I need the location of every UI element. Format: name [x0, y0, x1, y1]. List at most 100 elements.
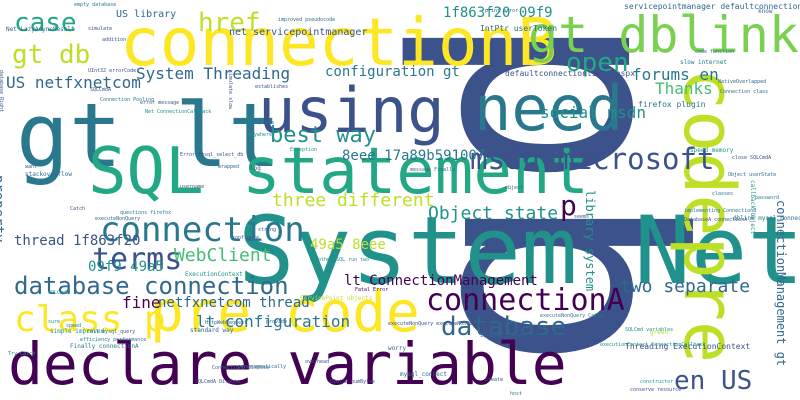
- word-intptr-usertoken: IntPtr userToken: [480, 24, 558, 33]
- word-constructor: constructor: [640, 379, 674, 385]
- word-close-sqlcmda: close SQLCmdA: [732, 155, 772, 161]
- word-uint32-errorcode: UInt32 errorCode: [88, 68, 137, 74]
- word-case: case: [14, 8, 77, 38]
- word-threading-executioncontext: Threading ExecutionContext: [625, 342, 751, 351]
- word-defaultconnectionlimit-aspx: defaultconnectionlimit aspx: [505, 69, 636, 78]
- word-error-mysql-select-db: Error mysql_select_db: [180, 152, 244, 158]
- word-configure: configure: [232, 235, 260, 241]
- word-simulate: simulate: [88, 26, 113, 32]
- word-slow-internet: slow internet: [680, 59, 727, 66]
- word-simulate-slow: simulate slow: [227, 70, 233, 110]
- word-net-servicepointmanager: net servicepointmanager: [229, 27, 368, 38]
- word-worry: worry: [388, 345, 407, 352]
- word-log: log: [250, 165, 261, 172]
- word-create: create: [485, 377, 504, 383]
- word-object: object: [505, 185, 524, 191]
- word-know: know: [758, 8, 773, 15]
- word-thread-1f863f20: thread 1f863f20: [14, 233, 141, 249]
- word-lt-configuration: lt configuration: [196, 312, 351, 331]
- word-sqlcmd-variables: SQLCmd variables: [625, 327, 674, 333]
- word-fatal-error: Fatal Error: [355, 287, 389, 293]
- word-href: href: [198, 8, 261, 38]
- word-call-mysql-query: call mysql_query: [87, 329, 136, 335]
- word-two-separate: two separate: [620, 276, 751, 297]
- word-net-lazyasyncresult: Net LazyAsyncResult: [6, 26, 75, 33]
- word-uint32-numbytes: UInt32 numBytes: [330, 379, 376, 385]
- word-executenonquery-executenonquery: executeNonQuery executeNonQuery: [388, 321, 482, 327]
- word-connectionb: connectionB: [120, 4, 558, 81]
- word-database-right: database Right: [0, 70, 4, 113]
- word-connection-class: Connection class: [720, 89, 769, 95]
- word-improved-pseudocode: improved pseudocode: [278, 17, 336, 23]
- word-09f9-49a5: 09f9 49a5: [88, 259, 164, 275]
- word-net-connectioncallback: Net ConnectionCallback: [145, 109, 212, 115]
- word-anywhere: anywhere: [248, 132, 273, 138]
- word-executenonquery-catch: executeNonQuery Catch: [540, 313, 604, 319]
- word-programmatically: programmatically: [238, 364, 287, 370]
- word-sql-statement: SQL statement: [88, 135, 589, 209]
- word-connection-pooling: Connection Pooling: [100, 97, 155, 103]
- word-httpwebrequest: HttpWebRequest: [205, 320, 248, 326]
- word-speed: speed: [66, 323, 82, 329]
- word-catch: Catch: [70, 206, 86, 212]
- word-addition: addition: [102, 37, 127, 43]
- word-overhead: overhead: [305, 359, 330, 365]
- word-error-message: error message: [140, 100, 180, 106]
- word-sure: sure: [48, 319, 61, 325]
- word-servicepoint-objects: ServicePoint objects: [300, 295, 373, 302]
- word-thread-close: thread close: [510, 219, 547, 225]
- word-gt-dblink: gt dblink: [528, 6, 799, 64]
- word-sqlcmda: SQLCmdA: [90, 87, 112, 93]
- word-executenonquery: executeNonQuery: [95, 216, 141, 222]
- word-sqlcmda-dispose: SQLCmdA Dispose: [195, 379, 241, 385]
- word-message-finally: message Finally: [410, 167, 456, 173]
- word-finally-connectiona: Finally connectionA: [70, 343, 139, 350]
- word-establishes: establishes: [255, 84, 289, 90]
- word-msdn-microsoft: msdn microsoft: [470, 142, 715, 176]
- word-p: p: [560, 189, 577, 222]
- word-property: property: [0, 175, 6, 243]
- word-best-way: best way: [270, 123, 376, 148]
- word-system-threading: System Threading: [136, 64, 291, 83]
- word-executioncontext-connectioncallback: executionContext ConnectionCallback: [600, 342, 706, 348]
- word-firefox-plugin: firefox plugin: [638, 100, 706, 109]
- word-want: want: [25, 164, 38, 170]
- word-dblink-mysql-connect: dblink mysql_connect: [733, 215, 800, 222]
- word-conserve-resource: conserve resource: [630, 387, 682, 393]
- word-wrapped: wrapped: [218, 164, 240, 170]
- word-password: password: [755, 195, 780, 201]
- word-thanks: Thanks: [655, 79, 713, 98]
- word-object-userstate: Object userState: [728, 172, 777, 178]
- word-mysql-connect: mysql_connect: [400, 371, 447, 378]
- word-social-msdn: social msdn: [540, 103, 646, 122]
- word-speed-memory: speed memory: [690, 147, 734, 154]
- word-green: green: [650, 329, 669, 336]
- word-host: host: [510, 391, 523, 397]
- word-print-error: print error: [485, 8, 519, 14]
- word-nativeoverlapped: NativeOverlapped: [718, 79, 767, 85]
- word-database: database: [441, 312, 567, 342]
- word-internet-connection: internet connection: [480, 333, 538, 339]
- word-connectionb-dispose: ConnectionB Dispose: [212, 365, 270, 371]
- word-empty-database: empty database: [74, 2, 117, 8]
- word-three-different: three different: [272, 190, 435, 211]
- word-try-catch: Try Catch: [8, 351, 36, 357]
- word-database-connection: database connection: [14, 272, 289, 300]
- word-en-us: en US: [674, 366, 753, 396]
- word-49a5-8eee: 49a5 8eee: [310, 237, 386, 253]
- word-1f863f20-09f9: 1f863f20 09f9: [443, 5, 553, 21]
- word-databasea-connectiona: DatabaseA connectionA: [684, 217, 748, 223]
- word-connectiona: connectionA: [426, 283, 625, 318]
- word-using: using: [258, 74, 445, 147]
- word-system-net: System Net: [238, 197, 800, 306]
- word-forums-en: forums en: [632, 65, 719, 84]
- word-standard-way: standard way: [190, 327, 234, 334]
- word-questions-firefox: questions firefox: [120, 210, 172, 216]
- word-object-state: Object state: [428, 203, 559, 224]
- word-fine: fine: [122, 293, 161, 312]
- word-string: string: [258, 227, 277, 233]
- word-library-system: library system: [583, 190, 597, 292]
- word-terms: terms: [92, 242, 183, 277]
- word-declare-variable: declare variable: [8, 330, 567, 398]
